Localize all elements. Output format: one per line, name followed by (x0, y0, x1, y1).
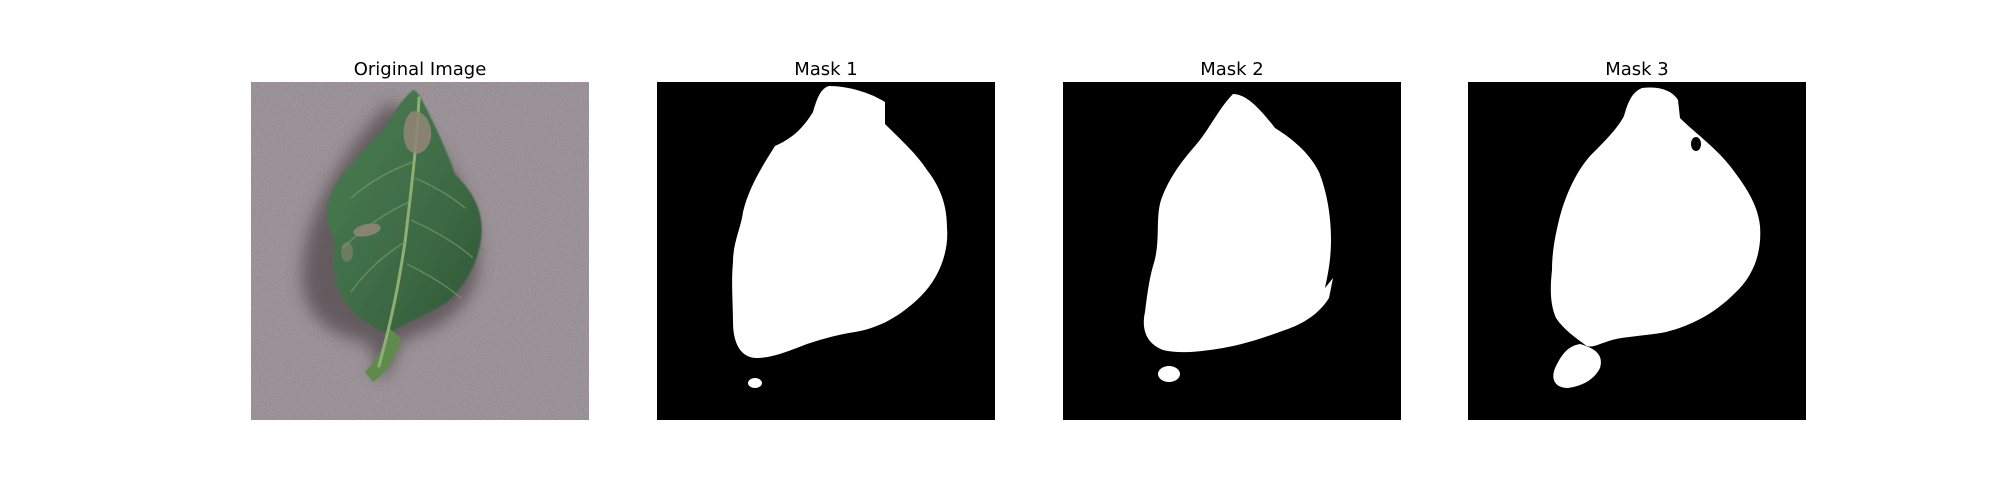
leaf-lesions (341, 111, 432, 262)
mask-3-image (1468, 82, 1806, 420)
panel-title: Mask 1 (794, 59, 858, 80)
leaf-veins (342, 161, 474, 299)
mask-leaf-region (1550, 87, 1761, 347)
panel-mask-1: Mask 1 (657, 58, 995, 420)
panel-mask-2: Mask 2 (1063, 58, 1401, 420)
mask-blob (748, 378, 762, 388)
mask-hole (1691, 137, 1701, 151)
mask-2-image (1063, 82, 1401, 420)
panel-title: Mask 3 (1605, 59, 1669, 80)
mask-blob (1158, 366, 1180, 382)
panel-title: Mask 2 (1200, 59, 1264, 80)
panel-mask-3: Mask 3 (1468, 58, 1806, 420)
original-leaf-photo (251, 82, 589, 420)
mask-1-image (657, 82, 995, 420)
mask-blob (1553, 344, 1601, 388)
mask-leaf-region (1143, 94, 1333, 353)
mask-leaf-region (732, 86, 948, 358)
panel-title: Original Image (353, 59, 487, 80)
panel-original-image: Original Image (251, 58, 589, 420)
